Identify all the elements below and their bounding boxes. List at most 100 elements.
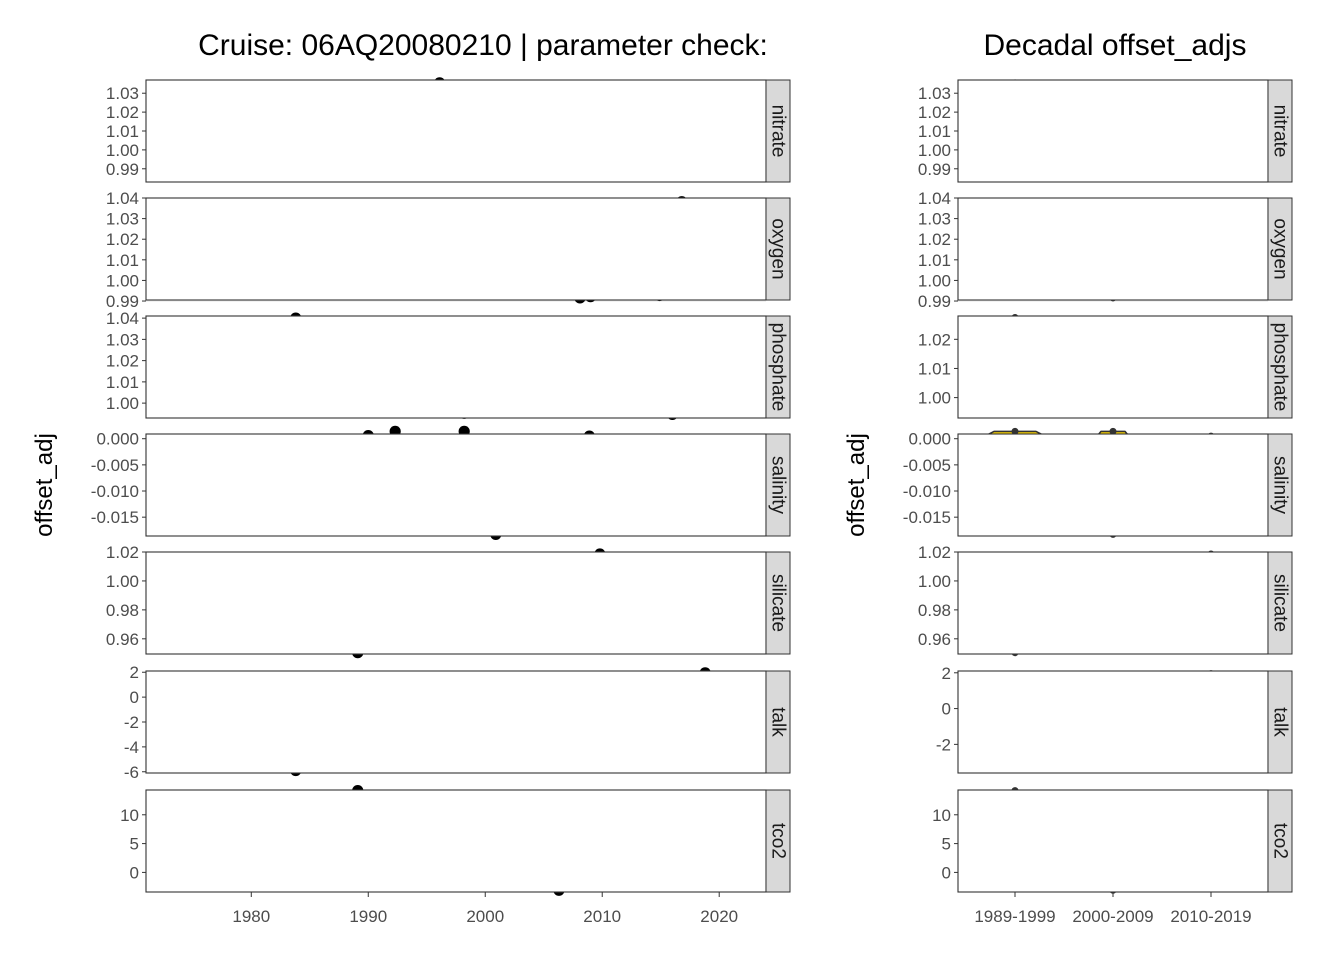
scatter-y-tick-label-talk: -6 — [124, 763, 139, 782]
scatter-panel-border-silicate — [145, 551, 767, 655]
violin-panel-border-phosphate — [957, 315, 1269, 419]
violin-strip-salinity — [1267, 433, 1293, 537]
plot-layer: 0.991.001.011.021.03nitrate0.991.001.011… — [91, 77, 1293, 926]
scatter-y-tick-label-salinity: -0.015 — [91, 508, 139, 527]
scatter-y-tick-label-tco2: 5 — [130, 835, 139, 854]
scatter-y-tick-label-oxygen: 1.02 — [106, 230, 139, 249]
scatter-y-tick-label-oxygen: 1.01 — [106, 251, 139, 270]
scatter-y-tick-label-nitrate: 1.02 — [106, 103, 139, 122]
scatter-y-tick-label-tco2: 10 — [120, 806, 139, 825]
scatter-strip-tco2 — [765, 789, 791, 893]
violin-strip-talk — [1267, 670, 1293, 774]
scatter-strip-label-silicate: silicate — [768, 574, 789, 632]
scatter-y-tick-label-silicate: 0.96 — [106, 630, 139, 649]
scatter-strip-label-talk: talk — [768, 707, 789, 737]
scatter-y-tick-label-oxygen: 1.04 — [106, 189, 139, 208]
scatter-y-tick-label-oxygen: 1.00 — [106, 271, 139, 290]
violin-y-tick-label-talk: 2 — [942, 664, 951, 683]
scatter-y-tick-label-nitrate: 1.01 — [106, 122, 139, 141]
violin-y-tick-label-salinity: 0.000 — [908, 430, 951, 449]
scatter-strip-talk — [765, 670, 791, 774]
scatter-strip-silicate — [765, 551, 791, 655]
scatter-strip-label-tco2: tco2 — [768, 823, 789, 859]
violin-panel-border-silicate — [957, 551, 1269, 655]
violin-strip-label-salinity: salinity — [1270, 456, 1291, 515]
violin-y-tick-label-nitrate: 1.01 — [918, 122, 951, 141]
violin-y-tick-label-oxygen: 1.03 — [918, 210, 951, 229]
violin-strip-label-phosphate: phosphate — [1270, 323, 1291, 412]
scatter-panel-border-tco2 — [145, 789, 767, 893]
violin-y-tick-label-salinity: -0.005 — [903, 456, 951, 475]
scatter-x-tick-label-2020: 2020 — [700, 907, 738, 926]
scatter-y-tick-label-salinity: -0.005 — [91, 456, 139, 475]
scatter-y-tick-label-nitrate: 1.00 — [106, 141, 139, 160]
scatter-y-tick-label-talk: 0 — [130, 688, 139, 707]
violin-y-tick-label-oxygen: 1.02 — [918, 230, 951, 249]
scatter-x-tick-label-2000: 2000 — [466, 907, 504, 926]
scatter-panel-border-salinity — [145, 433, 767, 537]
violin-y-axis-label: offset_adj — [843, 433, 870, 537]
scatter-y-tick-label-salinity: 0.000 — [96, 430, 139, 449]
violin-strip-label-nitrate: nitrate — [1270, 105, 1291, 158]
scatter-y-tick-label-salinity: -0.010 — [91, 482, 139, 501]
violin-y-tick-label-nitrate: 1.00 — [918, 141, 951, 160]
violin-strip-label-silicate: silicate — [1270, 574, 1291, 632]
violin-panel-border-talk — [957, 670, 1269, 774]
violin-strip-silicate — [1267, 551, 1293, 655]
violin-panel-border-salinity — [957, 433, 1269, 537]
violin-y-tick-label-nitrate: 1.03 — [918, 84, 951, 103]
violin-x-tick-label-2010-2019: 2010-2019 — [1170, 907, 1251, 926]
scatter-y-tick-label-silicate: 1.00 — [106, 572, 139, 591]
violin-title: Decadal offset_adjs — [984, 29, 1247, 62]
violin-panel-border-nitrate — [957, 79, 1269, 183]
violin-strip-tco2 — [1267, 789, 1293, 893]
violin-y-tick-label-salinity: -0.010 — [903, 482, 951, 501]
scatter-y-tick-label-oxygen: 0.99 — [106, 292, 139, 311]
scatter-strip-nitrate — [765, 79, 791, 183]
violin-strip-nitrate — [1267, 79, 1293, 183]
scatter-panel-border-phosphate — [145, 315, 767, 419]
violin-y-tick-label-tco2: 10 — [932, 806, 951, 825]
violin-y-tick-label-phosphate: 1.02 — [918, 330, 951, 349]
violin-y-tick-label-talk: 0 — [942, 700, 951, 719]
scatter-y-tick-label-talk: -2 — [124, 713, 139, 732]
scatter-y-tick-label-talk: 2 — [130, 663, 139, 682]
scatter-y-tick-label-phosphate: 1.01 — [106, 373, 139, 392]
violin-strip-label-talk: talk — [1270, 707, 1291, 737]
violin-extreme-max-salinity — [1109, 427, 1117, 435]
violin-strip-label-oxygen: oxygen — [1270, 218, 1291, 279]
scatter-y-tick-label-nitrate: 0.99 — [106, 160, 139, 179]
scatter-strip-label-nitrate: nitrate — [768, 105, 789, 158]
scatter-strip-salinity — [765, 433, 791, 537]
scatter-strip-label-salinity: salinity — [768, 456, 789, 515]
scatter-y-tick-label-silicate: 1.02 — [106, 543, 139, 562]
scatter-y-tick-label-phosphate: 1.03 — [106, 330, 139, 349]
violin-y-tick-label-talk: -2 — [936, 735, 951, 754]
violin-x-tick-label-1989-1999: 1989-1999 — [974, 907, 1055, 926]
violin-y-tick-label-oxygen: 1.04 — [918, 189, 951, 208]
scatter-title: Cruise: 06AQ20080210 | parameter check: — [198, 29, 768, 62]
scatter-y-tick-label-nitrate: 1.03 — [106, 84, 139, 103]
scatter-strip-oxygen — [765, 197, 791, 301]
violin-extreme-max-salinity — [1011, 427, 1019, 435]
scatter-x-tick-label-1990: 1990 — [349, 907, 387, 926]
scatter-y-axis-label: offset_adj — [31, 433, 58, 537]
scatter-y-tick-label-tco2: 0 — [130, 863, 139, 882]
violin-y-tick-label-silicate: 0.96 — [918, 630, 951, 649]
scatter-y-tick-label-phosphate: 1.02 — [106, 352, 139, 371]
violin-strip-phosphate — [1267, 315, 1293, 419]
violin-panel-border-tco2 — [957, 789, 1269, 893]
violin-y-tick-label-nitrate: 0.99 — [918, 160, 951, 179]
scatter-y-tick-label-silicate: 0.98 — [106, 601, 139, 620]
violin-y-tick-label-salinity: -0.015 — [903, 508, 951, 527]
scatter-panel-border-talk — [145, 670, 767, 774]
violin-panel-border-oxygen — [957, 197, 1269, 301]
scatter-strip-label-phosphate: phosphate — [768, 323, 789, 412]
violin-y-tick-label-oxygen: 1.00 — [918, 271, 951, 290]
violin-y-tick-label-silicate: 0.98 — [918, 601, 951, 620]
violin-y-tick-label-oxygen: 1.01 — [918, 251, 951, 270]
violin-y-tick-label-silicate: 1.00 — [918, 572, 951, 591]
scatter-panel-border-nitrate — [145, 79, 767, 183]
violin-y-tick-label-silicate: 1.02 — [918, 543, 951, 562]
